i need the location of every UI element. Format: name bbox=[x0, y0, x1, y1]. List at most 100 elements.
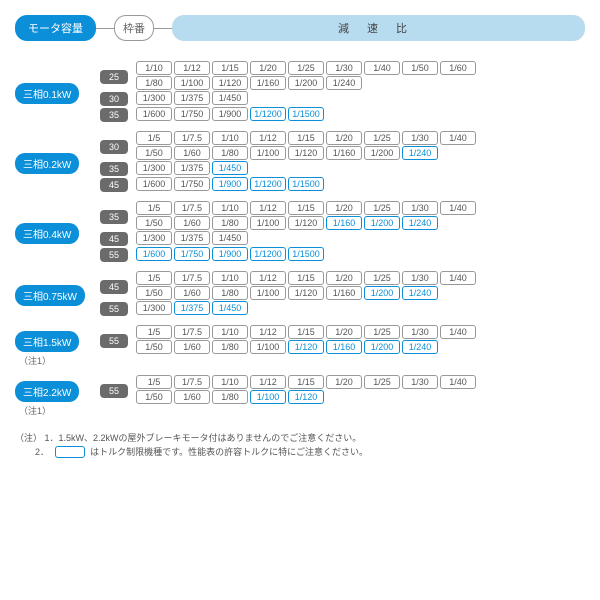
frame-row: 351/6001/7501/9001/12001/1500 bbox=[100, 107, 585, 122]
ratio-cell: 1/120 bbox=[212, 76, 248, 90]
ratio-cell: 1/50 bbox=[136, 216, 172, 230]
ratio-cell: 1/40 bbox=[440, 201, 476, 215]
ratio-cell: 1/300 bbox=[136, 301, 172, 315]
motor-capacity-badge: 三相0.75kW bbox=[15, 285, 85, 306]
ratio-cell: 1/60 bbox=[174, 146, 210, 160]
ratio-cell: 1/20 bbox=[326, 375, 362, 389]
ratio-cell: 1/12 bbox=[174, 61, 210, 75]
ratio-line: 1/501/601/801/1001/1201/1601/2001/240 bbox=[136, 216, 476, 230]
ratio-cell: 1/80 bbox=[212, 390, 248, 404]
ratio-cell: 1/7.5 bbox=[174, 271, 210, 285]
ratio-cell: 1/60 bbox=[174, 216, 210, 230]
ratio-cell: 1/120 bbox=[288, 216, 324, 230]
ratio-line: 1/6001/7501/9001/12001/1500 bbox=[136, 177, 324, 191]
ratio-cell: 1/40 bbox=[440, 375, 476, 389]
ratio-cell: 1/40 bbox=[440, 271, 476, 285]
frame-number: 55 bbox=[100, 248, 128, 262]
ratio-cell: 1/80 bbox=[212, 146, 248, 160]
frame-number: 45 bbox=[100, 178, 128, 192]
footnote-2b: はトルク制限機種です。性能表の許容トルクに特にご注意ください。 bbox=[90, 447, 368, 457]
footnote-1: 1．1.5kW、2.2kWの屋外ブレーキモータ付はありませんのでご注意ください。 bbox=[45, 433, 362, 443]
ratio-cell: 1/900 bbox=[212, 247, 248, 261]
ratio-cell: 1/200 bbox=[364, 146, 400, 160]
ratio-cell: 1/12 bbox=[250, 271, 286, 285]
frame-row: 45 1/6001/7501/9001/12001/1500 bbox=[100, 177, 585, 192]
ratio-line: 1/801/1001/1201/1601/2001/240 bbox=[136, 76, 476, 90]
frame-row: 251/101/121/151/201/251/301/401/501/601/… bbox=[100, 61, 585, 90]
ratio-line: 1/51/7.51/101/121/151/201/251/301/40 bbox=[136, 375, 476, 389]
ratio-cell: 1/25 bbox=[364, 271, 400, 285]
ratio-cell: 1/30 bbox=[402, 375, 438, 389]
ratio-cell: 1/5 bbox=[136, 201, 172, 215]
frame-tree: 551/51/7.51/101/121/151/201/251/301/401/… bbox=[100, 375, 585, 405]
ratio-cell: 1/100 bbox=[250, 340, 286, 354]
ratio-cell: 1/40 bbox=[440, 325, 476, 339]
ratio-cell: 1/5 bbox=[136, 131, 172, 145]
ratio-cell: 1/80 bbox=[136, 76, 172, 90]
frame-number: 30 bbox=[100, 92, 128, 106]
ratio-line: 1/501/601/801/1001/1201/1601/2001/240 bbox=[136, 286, 476, 300]
ratio-cell: 1/15 bbox=[288, 201, 324, 215]
frame-tree: 551/51/7.51/101/121/151/201/251/301/401/… bbox=[100, 325, 585, 355]
frame-tree: 351/51/7.51/101/121/151/201/251/301/401/… bbox=[100, 201, 585, 263]
ratio-cell: 1/240 bbox=[402, 286, 438, 300]
ratio-cell: 1/50 bbox=[136, 286, 172, 300]
motor-section: 三相0.2kW301/51/7.51/101/121/151/201/251/3… bbox=[15, 131, 585, 193]
header-row: モータ容量 枠番 減速比 bbox=[15, 15, 585, 41]
ratio-cell: 1/300 bbox=[136, 91, 172, 105]
ratio-cell: 1/1500 bbox=[288, 177, 324, 191]
ratio-cell: 1/100 bbox=[250, 216, 286, 230]
connector bbox=[154, 28, 172, 29]
ratio-cell: 1/12 bbox=[250, 375, 286, 389]
ratio-cell: 1/160 bbox=[326, 216, 362, 230]
ratio-cell: 1/20 bbox=[326, 131, 362, 145]
ratio-cell: 1/25 bbox=[364, 201, 400, 215]
motor-capacity-badge: 三相2.2kW bbox=[15, 381, 79, 402]
ratio-cell: 1/60 bbox=[174, 286, 210, 300]
ratio-cell: 1/900 bbox=[212, 177, 248, 191]
frame-row: 551/51/7.51/101/121/151/201/251/301/401/… bbox=[100, 325, 585, 354]
frame-row: 351/3001/3751/450 bbox=[100, 161, 585, 176]
ratio-cell: 1/10 bbox=[212, 271, 248, 285]
ratio-cell: 1/30 bbox=[326, 61, 362, 75]
ratio-cell: 1/10 bbox=[212, 325, 248, 339]
frame-tree: 251/101/121/151/201/251/301/401/501/601/… bbox=[100, 61, 585, 123]
motor-section: 三相1.5kW（注1）551/51/7.51/101/121/151/201/2… bbox=[15, 325, 585, 367]
motor-cap-label: モータ容量 bbox=[15, 15, 96, 41]
ratio-cell: 1/80 bbox=[212, 340, 248, 354]
ratio-cell: 1/100 bbox=[250, 146, 286, 160]
ratio-cell: 1/375 bbox=[174, 231, 210, 245]
ratio-line: 1/3001/3751/450 bbox=[136, 161, 248, 175]
ratio-cell: 1/80 bbox=[212, 216, 248, 230]
ratio-cell: 1/100 bbox=[250, 390, 286, 404]
ratio-line: 1/51/7.51/101/121/151/201/251/301/40 bbox=[136, 131, 476, 145]
ratio-cell: 1/7.5 bbox=[174, 375, 210, 389]
ratio-line: 1/3001/3751/450 bbox=[136, 301, 248, 315]
frame-row: 301/51/7.51/101/121/151/201/251/301/401/… bbox=[100, 131, 585, 160]
ratio-cell: 1/50 bbox=[402, 61, 438, 75]
ratio-cell: 1/750 bbox=[174, 107, 210, 121]
ratio-cell: 1/100 bbox=[174, 76, 210, 90]
ratio-cell: 1/5 bbox=[136, 325, 172, 339]
ratio-cell: 1/240 bbox=[402, 146, 438, 160]
motor-section: 三相0.1kW251/101/121/151/201/251/301/401/5… bbox=[15, 61, 585, 123]
ratio-cell: 1/25 bbox=[288, 61, 324, 75]
ratio-cell: 1/240 bbox=[326, 76, 362, 90]
ratio-line: 1/3001/3751/450 bbox=[136, 91, 248, 105]
frame-number: 45 bbox=[100, 232, 128, 246]
ratio-line: 1/501/601/801/1001/120 bbox=[136, 390, 476, 404]
ratio-cell: 1/12 bbox=[250, 325, 286, 339]
frame-row: 551/3001/3751/450 bbox=[100, 301, 585, 316]
ratio-cell: 1/240 bbox=[402, 340, 438, 354]
frame-number: 55 bbox=[100, 334, 128, 348]
ratio-cell: 1/15 bbox=[288, 375, 324, 389]
ratio-cell: 1/200 bbox=[364, 340, 400, 354]
footnote-2a: 2． bbox=[35, 447, 49, 457]
frame-tree: 451/51/7.51/101/121/151/201/251/301/401/… bbox=[100, 271, 585, 317]
ratio-cell: 1/10 bbox=[136, 61, 172, 75]
ratio-cell: 1/120 bbox=[288, 146, 324, 160]
ratio-cell: 1/900 bbox=[212, 107, 248, 121]
ratio-cell: 1/15 bbox=[212, 61, 248, 75]
ratio-cell: 1/120 bbox=[288, 286, 324, 300]
frame-row: 30 1/3001/3751/450 bbox=[100, 91, 585, 106]
